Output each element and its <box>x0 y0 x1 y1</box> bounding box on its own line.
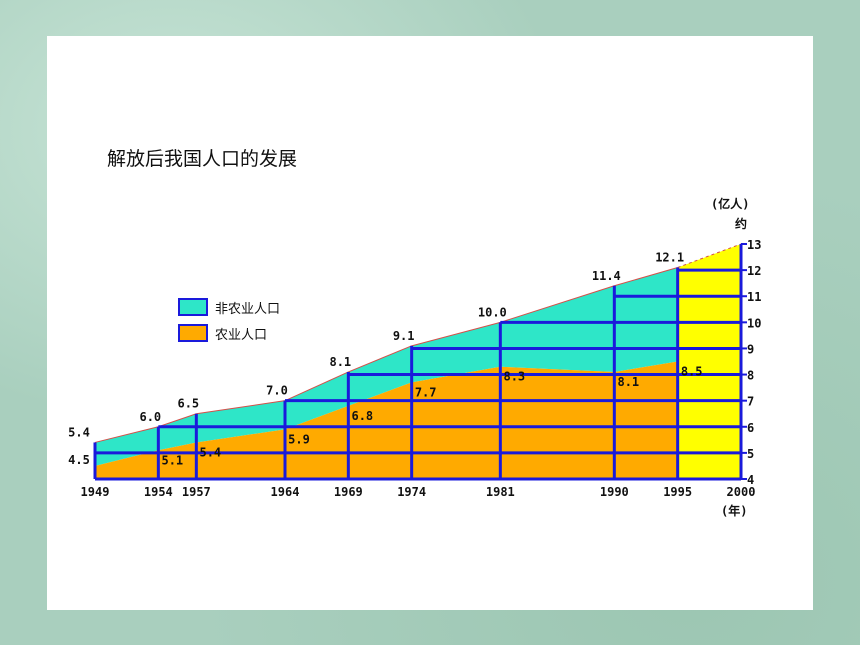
y-unit-label: (亿人) <box>711 196 749 211</box>
non-agricultural-area <box>95 267 678 466</box>
y-tick-label: 9 <box>747 342 754 356</box>
non-agricultural-value-label: 9.1 <box>393 329 415 343</box>
population-chart: 解放后我国人口的发展 (亿人) 约 (年) 4 5 6 7 8 9 10 11 12 13 1949… <box>68 148 761 518</box>
non-agricultural-value-label: 10.0 <box>478 305 507 319</box>
non-agricultural-value-label: 5.4 <box>68 425 90 439</box>
legend-swatch <box>178 324 208 342</box>
y-tick-label: 6 <box>747 421 754 435</box>
non-agricultural-value-label: 8.1 <box>329 355 351 369</box>
slide: 解放后我国人口的发展 (亿人) 约 (年) 4 5 6 7 8 9 10 11 12 13 1949… <box>47 36 813 610</box>
grid <box>93 243 747 481</box>
legend-label: 农业人口 <box>215 328 267 343</box>
y-tick-label: 10 <box>747 316 761 330</box>
agricultural-value-label: 8.3 <box>503 370 525 384</box>
agricultural-value-label: 8.1 <box>617 375 639 389</box>
y-tick-label: 4 <box>747 473 754 487</box>
y-tick-label: 5 <box>747 447 754 461</box>
agricultural-area <box>95 361 678 479</box>
total-line <box>94 267 678 443</box>
non-agricultural-value-label: 6.0 <box>139 410 161 424</box>
x-tick-label: 1995 <box>663 485 692 499</box>
projection-area <box>677 244 741 479</box>
non-agricultural-value-label: 7.0 <box>266 384 288 398</box>
x-tick-label: 1974 <box>397 485 426 499</box>
y-unit-note: 约 <box>735 216 747 231</box>
x-tick-label: 1981 <box>486 485 515 499</box>
chart-title: 解放后我国人口的发展 <box>107 148 297 170</box>
y-tick-label: 11 <box>747 290 761 304</box>
agricultural-value-label: 8.5 <box>681 365 703 379</box>
projection-line <box>677 243 742 268</box>
non-agricultural-value-label: 11.4 <box>592 269 621 283</box>
agricultural-value-label: 7.7 <box>415 385 437 399</box>
x-tick-label: 1957 <box>182 485 211 499</box>
y-tick-label: 7 <box>747 395 754 409</box>
legend-label: 非农业人口 <box>215 302 280 317</box>
agricultural-value-label: 5.9 <box>288 432 310 446</box>
agricultural-value-label: 6.8 <box>351 409 373 423</box>
y-tick-label: 8 <box>747 369 754 383</box>
y-tick-label: 13 <box>747 238 761 252</box>
agricultural-value-label: 5.1 <box>161 453 183 467</box>
x-tick-label: 1949 <box>81 485 110 499</box>
chart-plot <box>93 243 747 481</box>
x-unit-label: (年) <box>721 503 747 518</box>
agricultural-value-label: 5.4 <box>199 445 221 459</box>
x-tick-label: 2000 <box>727 485 756 499</box>
x-tick-label: 1954 <box>144 485 173 499</box>
non-agricultural-value-label: 12.1 <box>655 251 684 265</box>
x-tick-label: 1964 <box>271 485 300 499</box>
legend-swatch <box>178 298 208 316</box>
agricultural-value-label: 4.5 <box>68 453 90 467</box>
x-tick-label: 1969 <box>334 485 363 499</box>
y-tick-label: 12 <box>747 264 761 278</box>
x-tick-label: 1990 <box>600 485 629 499</box>
non-agricultural-value-label: 6.5 <box>177 397 199 411</box>
